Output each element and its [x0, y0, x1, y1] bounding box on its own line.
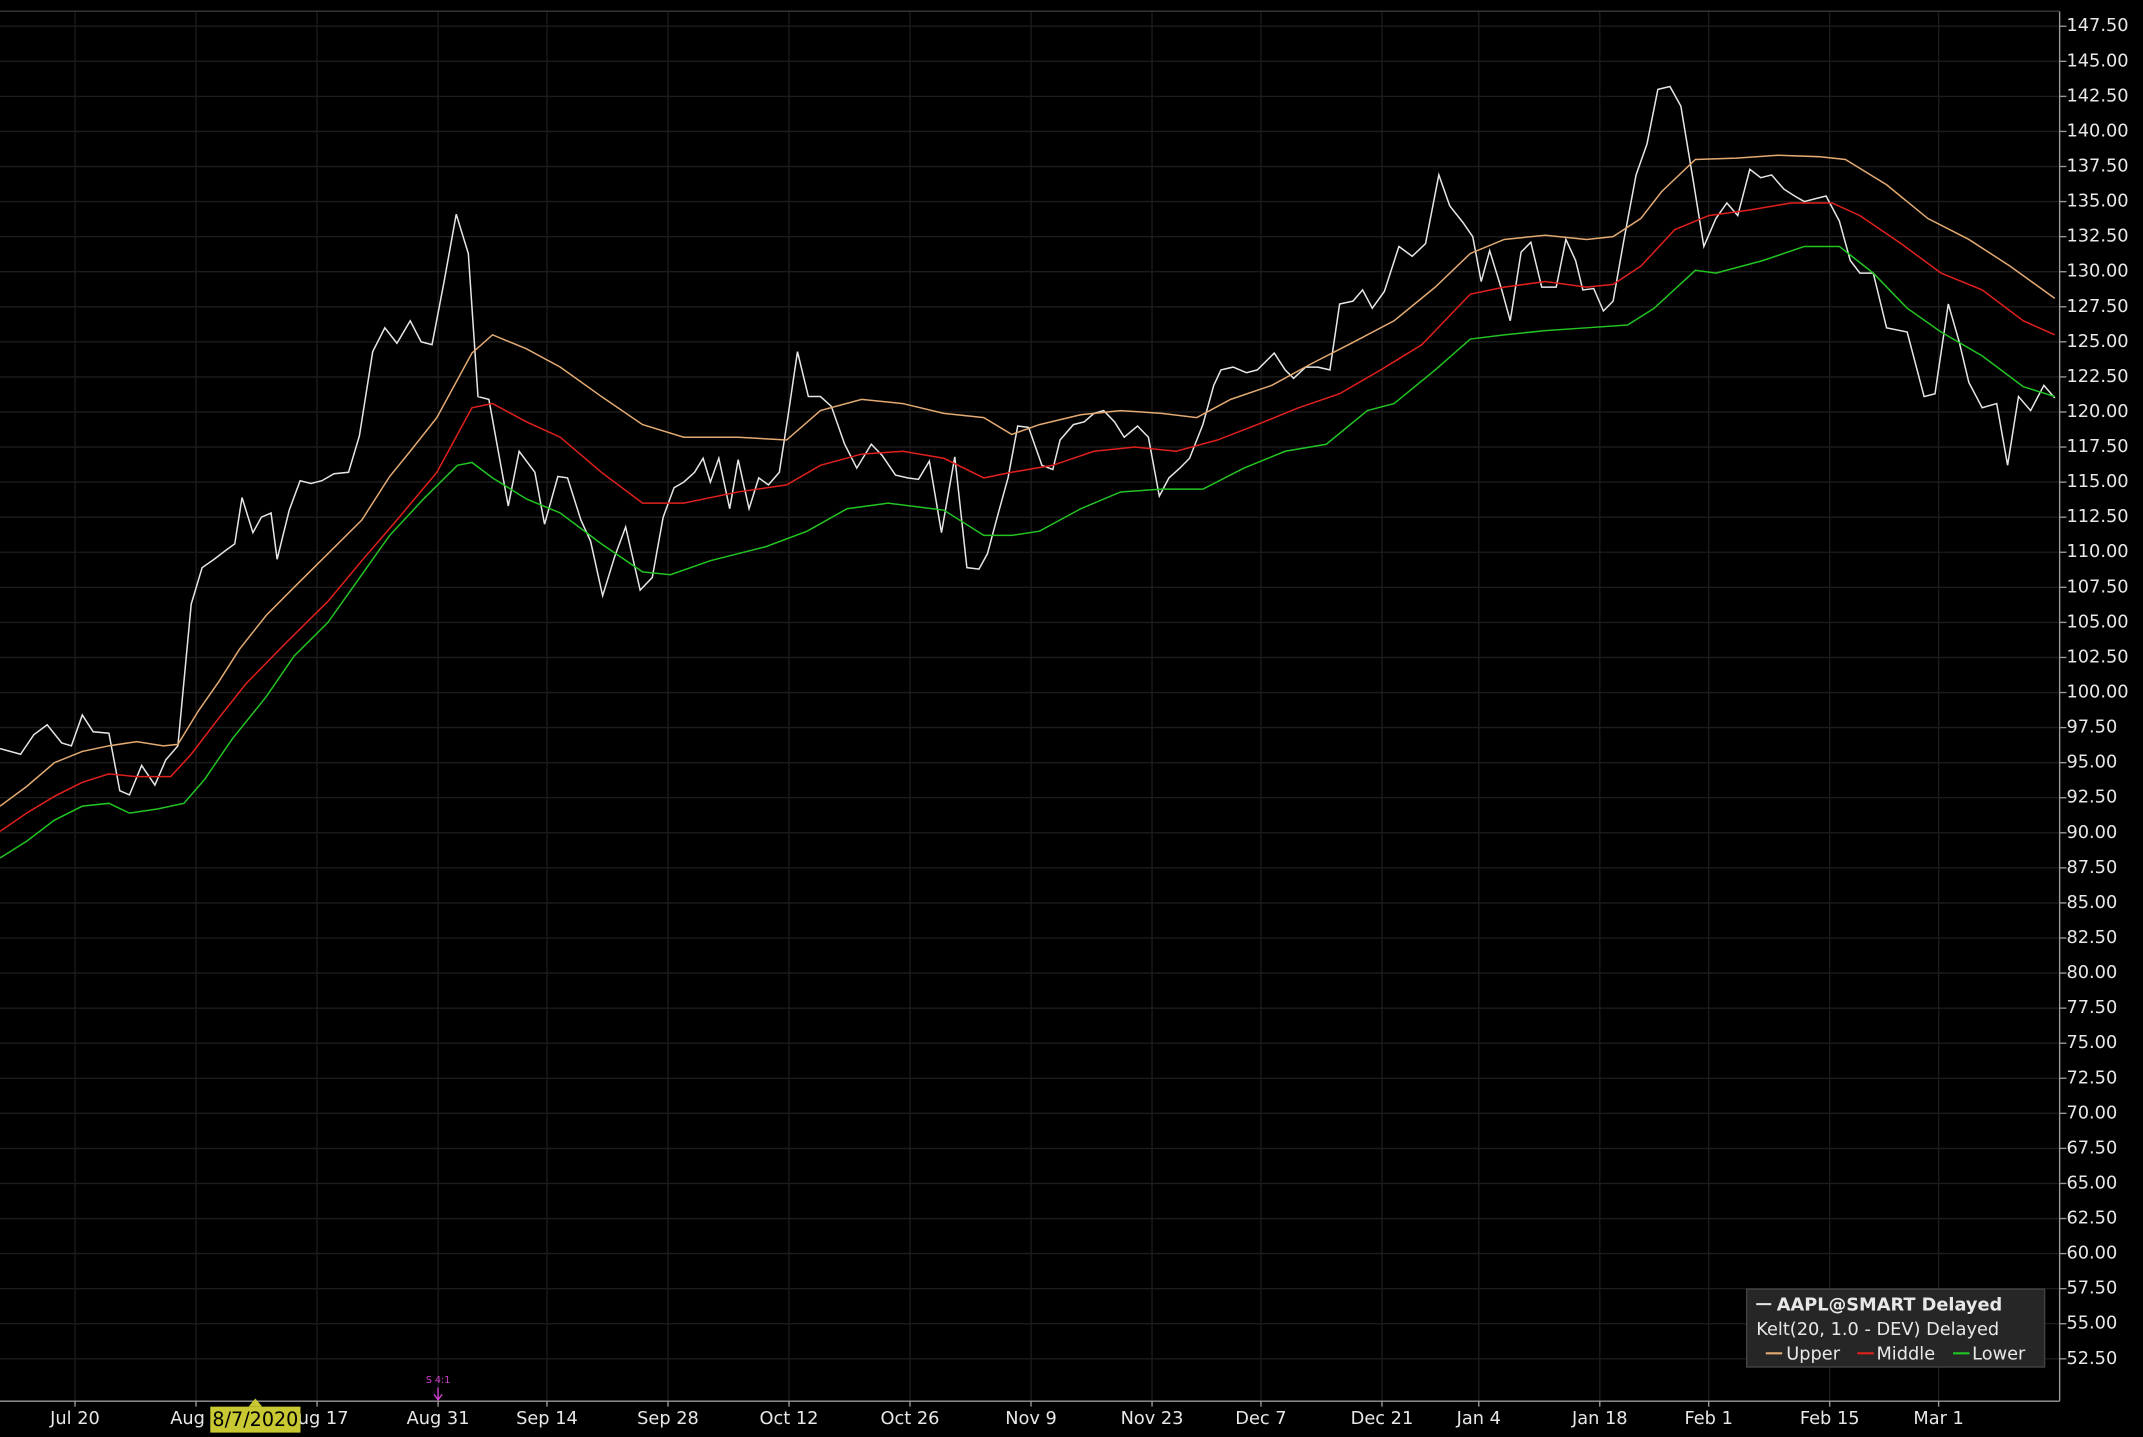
- axes: 52.50 55.00 57.50 60.00 62.50 65.00 67.50 70.00…: [49, 16, 2128, 1429]
- x-tick-label: Aug 31: [407, 1409, 470, 1429]
- plot: [0, 85, 2056, 859]
- y-tick-label: 52.50: [2066, 1349, 2117, 1369]
- legend: AAPL@SMART Delayed Kelt(20, 1.0 - DEV) D…: [1745, 1288, 2046, 1368]
- cursor-pointer: [248, 1398, 263, 1407]
- legend-label: Lower: [1972, 1345, 2026, 1365]
- y-tick-label: 135.00: [2066, 192, 2128, 212]
- x-tick-label: Sep 28: [637, 1409, 699, 1429]
- y-tick-label: 80.00: [2066, 963, 2117, 983]
- y-tick-label: 77.50: [2066, 998, 2117, 1018]
- x-tick-label: Oct 12: [760, 1409, 819, 1429]
- x-tick-label: Feb 1: [1685, 1409, 1733, 1429]
- y-tick-label: 75.00: [2066, 1033, 2117, 1053]
- x-tick-label: Jul 20: [49, 1409, 100, 1429]
- y-tick-label: 145.00: [2066, 51, 2128, 71]
- y-tick-label: 92.50: [2066, 788, 2117, 808]
- y-tick-label: 112.50: [2066, 507, 2128, 527]
- grid: [0, 11, 2060, 1402]
- series-line: [0, 245, 2056, 859]
- y-tick-label: 117.50: [2066, 437, 2128, 457]
- split-annotation: S 4:1: [426, 1375, 450, 1386]
- x-tick-label: Nov 9: [1005, 1409, 1057, 1429]
- x-tick-label: Dec 21: [1351, 1409, 1414, 1429]
- y-tick-label: 102.50: [2066, 647, 2128, 667]
- x-tick-label: Dec 7: [1235, 1409, 1286, 1429]
- y-tick-label: 60.00: [2066, 1244, 2117, 1264]
- x-tick-label: Aug 17: [286, 1409, 349, 1429]
- y-tick-label: 72.50: [2066, 1068, 2117, 1088]
- y-tick-label: 107.50: [2066, 577, 2128, 597]
- x-tick-label: Feb 15: [1800, 1409, 1860, 1429]
- x-tick-label: Mar 1: [1913, 1409, 1963, 1429]
- x-tick-label: Jan 18: [1571, 1409, 1628, 1429]
- y-tick-label: 67.50: [2066, 1138, 2117, 1158]
- y-tick-label: 142.50: [2066, 86, 2128, 106]
- legend-label: AAPL@SMART Delayed: [1777, 1296, 2003, 1316]
- y-tick-label: 122.50: [2066, 367, 2128, 387]
- y-tick-label: 132.50: [2066, 227, 2128, 247]
- y-tick-label: 70.00: [2066, 1103, 2117, 1123]
- y-tick-label: 55.00: [2066, 1314, 2117, 1334]
- y-tick-label: 130.00: [2066, 262, 2128, 282]
- x-tick-label: Nov 23: [1121, 1409, 1184, 1429]
- overlay: S 4:1 8/7/2020: [210, 1375, 450, 1433]
- split-marker: [433, 1387, 443, 1401]
- x-tick-label: Jan 4: [1456, 1409, 1501, 1429]
- y-tick-label: 137.50: [2066, 157, 2128, 177]
- y-tick-label: 95.00: [2066, 753, 2117, 773]
- legend-label: Middle: [1876, 1345, 1935, 1365]
- y-tick-label: 120.00: [2066, 402, 2128, 422]
- legend-box: [1745, 1288, 2046, 1368]
- y-tick-label: 110.00: [2066, 542, 2128, 562]
- legend-label: Upper: [1786, 1345, 1840, 1365]
- y-tick-label: 97.50: [2066, 718, 2117, 738]
- y-tick-label: 140.00: [2066, 121, 2128, 141]
- y-tick-label: 147.50: [2066, 16, 2128, 36]
- series-line: [0, 202, 2056, 833]
- cursor-date-label: 8/7/2020: [212, 1408, 298, 1431]
- y-tick-label: 105.00: [2066, 612, 2128, 632]
- y-tick-label: 65.00: [2066, 1173, 2117, 1193]
- y-tick-label: 115.00: [2066, 472, 2128, 492]
- y-tick-label: 90.00: [2066, 823, 2117, 843]
- y-tick-label: 82.50: [2066, 928, 2117, 948]
- y-tick-label: 100.00: [2066, 683, 2128, 703]
- y-tick-label: 85.00: [2066, 893, 2117, 913]
- cursor-date-box: [210, 1406, 301, 1433]
- x-tick-label: Aug 3: [170, 1409, 222, 1429]
- x-tick-label: Oct 26: [881, 1409, 940, 1429]
- series-line: [0, 85, 2056, 796]
- legend-group-title: Kelt(20, 1.0 - DEV) Delayed: [1756, 1320, 1999, 1340]
- y-tick-label: 125.00: [2066, 332, 2128, 352]
- series-line: [0, 154, 2056, 807]
- y-tick-label: 127.50: [2066, 297, 2128, 317]
- y-tick-label: 87.50: [2066, 858, 2117, 878]
- y-tick-label: 62.50: [2066, 1209, 2117, 1229]
- x-tick-label: Sep 14: [516, 1409, 578, 1429]
- y-tick-label: 57.50: [2066, 1279, 2117, 1299]
